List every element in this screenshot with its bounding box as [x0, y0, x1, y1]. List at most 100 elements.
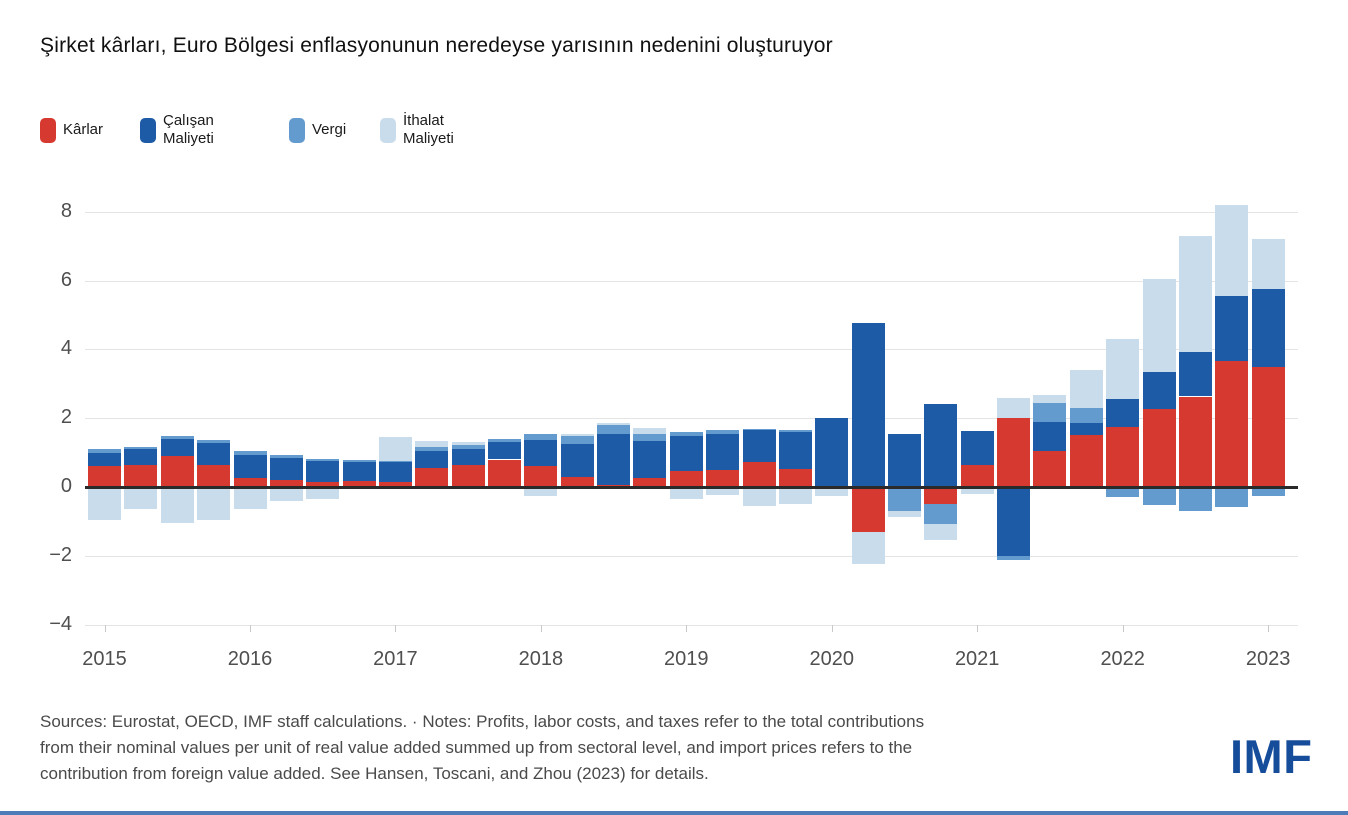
x-year-tick-2020	[831, 624, 833, 632]
gridline-y4	[85, 349, 1298, 351]
x-year-tick-2016	[250, 624, 251, 632]
x-year-label-2021: 2021	[954, 648, 1000, 670]
bar-2022Q4-karlar	[1215, 360, 1249, 487]
bar-2019Q2-ithalat-maliyeti	[706, 487, 740, 495]
bar-2021Q3-calisan-maliyeti	[1033, 421, 1067, 451]
bar-2021Q2-vergi	[997, 555, 1031, 561]
x-year-label-2018: 2018	[518, 648, 564, 670]
bar-2018Q4-ithalat-maliyeti	[633, 427, 667, 434]
bar-2016Q1-vergi	[233, 451, 267, 455]
bar-2020Q3-calisan-maliyeti	[888, 434, 921, 487]
bar-2019Q2-karlar	[706, 469, 740, 487]
bar-2018Q4-karlar	[633, 478, 667, 487]
bar-2022Q1-vergi	[1106, 487, 1140, 498]
bar-2022Q2-karlar	[1142, 409, 1176, 487]
ithalat-maliyeti-swatch-icon	[380, 117, 396, 143]
bar-2021Q1-calisan-maliyeti	[960, 431, 994, 465]
vergi-swatch-icon	[289, 117, 305, 143]
bar-2021Q4-ithalat-maliyeti	[1069, 370, 1103, 408]
gridline-y−2	[85, 555, 1298, 557]
x-year-tick-2015	[104, 624, 106, 632]
legend-label-calisan-maliyeti: Çalışan Maliyeti	[163, 112, 214, 147]
bar-2016Q1-calisan-maliyeti	[233, 454, 267, 478]
bar-2019Q4-karlar	[778, 469, 812, 487]
y-tick-label-4: 4	[60, 337, 72, 360]
bar-2017Q1-ithalat-maliyeti	[378, 437, 412, 462]
source-notes: Sources: Eurostat, OECD, IMF staff calcu…	[40, 709, 924, 787]
karlar-swatch-icon	[40, 117, 56, 143]
y-tick-label-0: 0	[60, 475, 72, 497]
bar-2017Q2-ithalat-maliyeti	[415, 440, 449, 448]
bar-2015Q4-calisan-maliyeti	[197, 443, 231, 465]
bar-2015Q4-ithalat-maliyeti	[197, 487, 231, 520]
bar-2017Q4-calisan-maliyeti	[488, 442, 521, 460]
bar-2021Q4-karlar	[1069, 435, 1103, 487]
bar-2021Q2-calisan-maliyeti	[997, 487, 1031, 556]
bar-2020Q4-calisan-maliyeti	[924, 404, 958, 487]
bar-2019Q3-karlar	[742, 462, 776, 487]
bar-2022Q2-vergi	[1142, 487, 1176, 505]
y-tick-label-2: 2	[60, 406, 72, 429]
x-year-label-2020: 2020	[809, 648, 855, 670]
bar-2023Q1-vergi	[1251, 487, 1285, 496]
bar-2020Q2-karlar	[851, 487, 885, 532]
bar-2015Q3-karlar	[160, 456, 194, 487]
bar-2015Q1-calisan-maliyeti	[88, 452, 121, 467]
bar-2021Q2-ithalat-maliyeti	[997, 398, 1031, 419]
bar-2015Q3-vergi	[160, 436, 194, 439]
bar-2019Q2-calisan-maliyeti	[706, 434, 740, 470]
bar-2016Q2-calisan-maliyeti	[269, 457, 303, 481]
bar-2022Q4-calisan-maliyeti	[1215, 296, 1249, 361]
imf-logo: IMF	[1230, 730, 1313, 783]
bar-2018Q3-vergi	[597, 425, 631, 434]
bar-2020Q2-ithalat-maliyeti	[851, 531, 885, 565]
bar-2017Q2-calisan-maliyeti	[415, 450, 449, 469]
bar-2018Q3-ithalat-maliyeti	[597, 423, 631, 426]
bar-2016Q2-ithalat-maliyeti	[269, 487, 303, 501]
bar-2020Q3-vergi	[888, 487, 921, 512]
bar-2017Q3-calisan-maliyeti	[451, 449, 485, 465]
y-tick-label-−2: −2	[49, 543, 72, 566]
bar-2021Q4-vergi	[1069, 407, 1103, 423]
bar-2022Q1-karlar	[1106, 427, 1140, 487]
x-year-tick-2019	[686, 624, 688, 632]
bar-2018Q2-ithalat-maliyeti	[560, 434, 594, 437]
bar-2017Q2-vergi	[415, 447, 449, 451]
bar-2015Q1-karlar	[88, 466, 121, 487]
bar-2020Q1-ithalat-maliyeti	[815, 489, 849, 497]
x-year-tick-2017	[395, 624, 397, 632]
y-tick-label-8: 8	[60, 199, 72, 222]
legend-label-ithalat-maliyeti: İthalat Maliyeti	[403, 112, 454, 147]
gridline-y−4	[85, 624, 1298, 626]
bar-2016Q4-calisan-maliyeti	[342, 462, 376, 482]
bar-2021Q2-karlar	[997, 418, 1031, 487]
bar-2016Q4-karlar	[342, 481, 376, 487]
gridline-y6	[85, 280, 1298, 282]
bar-2020Q1-calisan-maliyeti	[815, 417, 849, 487]
bar-2020Q3-ithalat-maliyeti	[888, 511, 921, 518]
source-notes-line: Sources: Eurostat, OECD, IMF staff calcu…	[40, 712, 925, 731]
bar-2021Q3-ithalat-maliyeti	[1033, 395, 1067, 403]
bar-2022Q2-calisan-maliyeti	[1142, 372, 1176, 410]
legend-item-calisan-maliyeti: Çalışan Maliyeti	[140, 111, 214, 149]
bar-2017Q3-vergi	[451, 445, 485, 450]
bar-2021Q3-karlar	[1033, 450, 1067, 487]
legend-label-karlar: Kârlar	[63, 121, 104, 138]
bar-2019Q3-vergi	[742, 428, 776, 431]
bar-2018Q1-ithalat-maliyeti	[524, 487, 558, 496]
bar-2017Q4-vergi	[488, 438, 521, 443]
bar-2022Q3-vergi	[1178, 487, 1212, 511]
x-year-label-2015: 2015	[82, 648, 127, 670]
gridline-y2	[85, 418, 1298, 420]
bar-2016Q3-vergi	[306, 458, 340, 462]
bar-2020Q4-vergi	[924, 503, 958, 525]
calisan-maliyeti-swatch-icon	[140, 117, 156, 143]
x-year-label-2023: 2023	[1245, 648, 1291, 670]
x-year-label-2017: 2017	[373, 648, 418, 670]
bar-2015Q2-karlar	[124, 464, 158, 487]
bar-2023Q1-karlar	[1251, 366, 1285, 487]
bar-2016Q3-karlar	[306, 481, 340, 487]
bar-2015Q2-ithalat-maliyeti	[124, 487, 158, 510]
gridline-y8	[85, 211, 1298, 213]
bar-2016Q1-karlar	[233, 477, 267, 487]
